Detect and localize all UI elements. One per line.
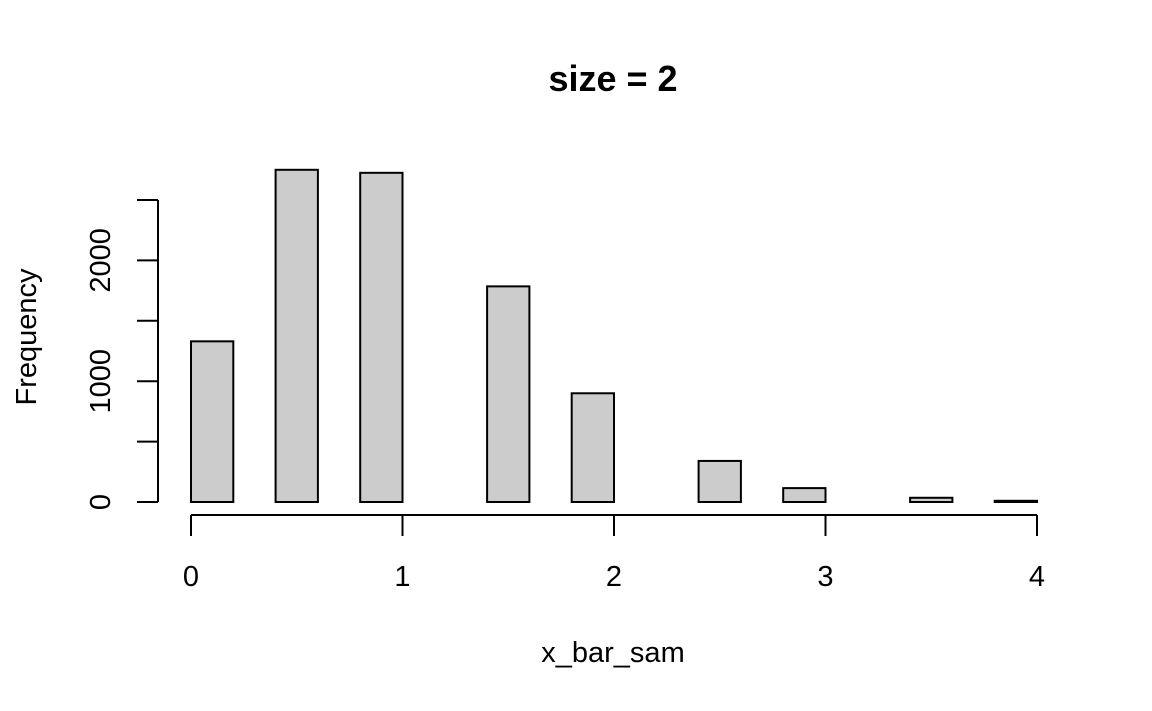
chart-title: size = 2 xyxy=(548,58,677,99)
x-axis: 0 1 2 3 4 xyxy=(183,514,1045,593)
x-tick-label-0: 0 xyxy=(183,561,199,593)
y-tick-label-4: 2000 xyxy=(85,228,117,293)
histogram-bar-3 xyxy=(486,285,531,504)
x-axis-label: x_bar_sam xyxy=(541,637,684,669)
y-tick-label-0: 0 xyxy=(85,494,117,510)
histogram-bar-2 xyxy=(359,171,404,503)
histogram-bar-5 xyxy=(697,459,742,504)
x-tick-label-4: 4 xyxy=(1029,561,1045,593)
histogram-bar-6 xyxy=(782,487,827,504)
x-tick-label-2: 2 xyxy=(606,561,622,593)
histogram-bar-0 xyxy=(190,340,235,503)
bars-group xyxy=(190,168,1039,504)
y-axis: 0 1000 2000 xyxy=(85,199,159,510)
histogram-bar-8 xyxy=(993,499,1039,503)
x-tick-label-3: 3 xyxy=(817,561,833,593)
histogram-bar-4 xyxy=(570,392,616,503)
x-tick-label-1: 1 xyxy=(394,561,410,593)
histogram-bar-7 xyxy=(909,496,954,504)
histogram-bar-1 xyxy=(274,168,319,504)
y-tick-label-2: 1000 xyxy=(85,349,117,414)
y-axis-label: Frequency xyxy=(11,268,43,406)
